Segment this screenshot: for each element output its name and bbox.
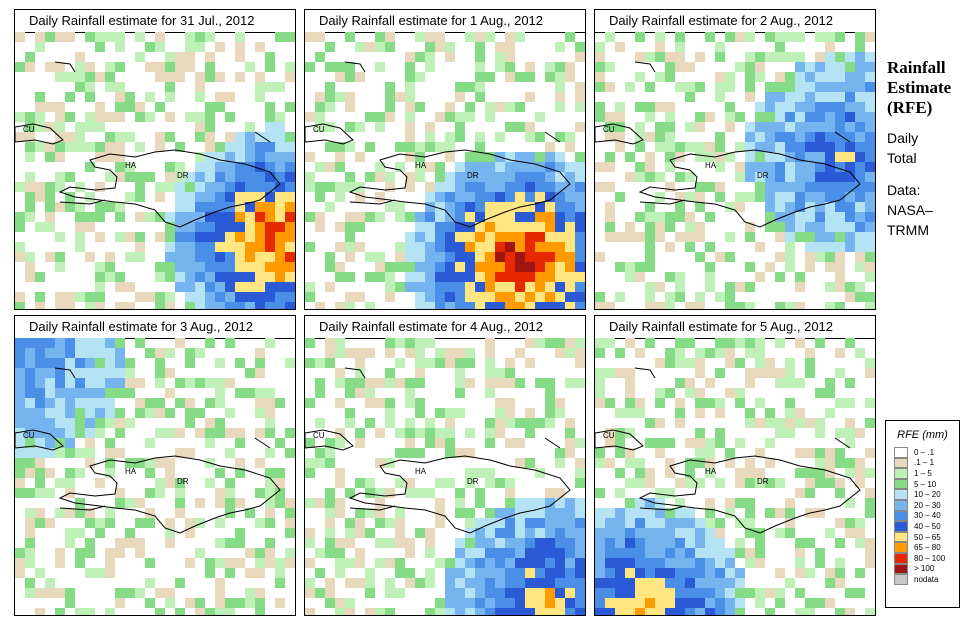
- rainfall-map: CU HA DR: [15, 32, 295, 309]
- panel-title: Daily Rainfall estimate for 1 Aug., 2012: [305, 10, 585, 33]
- legend-swatch: [894, 521, 908, 532]
- legend-item: 20 – 30: [894, 499, 959, 511]
- panel-title: Daily Rainfall estimate for 3 Aug., 2012: [15, 316, 295, 339]
- rainfall-map: CU HA DR: [595, 338, 875, 615]
- legend-swatch: [894, 489, 908, 500]
- legend-label: .1 – 1: [914, 458, 935, 468]
- region-label-cuba: CU: [603, 431, 615, 440]
- legend-item: 50 – 65: [894, 531, 959, 543]
- region-label-haiti: HA: [705, 161, 717, 170]
- panel-title: Daily Rainfall estimate for 4 Aug., 2012: [305, 316, 585, 339]
- region-label-cuba: CU: [603, 125, 615, 134]
- side-nasa: NASA–: [887, 202, 933, 218]
- panel-title: Daily Rainfall estimate for 31 Jul., 201…: [15, 10, 295, 33]
- side-trmm: TRMM: [887, 222, 929, 238]
- region-label-haiti: HA: [415, 467, 427, 476]
- map-panel-aug1: Daily Rainfall estimate for 1 Aug., 2012…: [304, 9, 586, 310]
- legend-item: > 100: [894, 563, 959, 575]
- region-label-haiti: HA: [415, 161, 427, 170]
- region-label-dominican_republic: DR: [757, 171, 769, 180]
- legend-label: 5 – 10: [914, 479, 937, 489]
- region-label-dominican_republic: DR: [177, 171, 189, 180]
- map-panel-aug3: Daily Rainfall estimate for 3 Aug., 2012…: [14, 315, 296, 616]
- legend-item: 10 – 20: [894, 489, 959, 500]
- legend-label: 65 – 80: [914, 543, 941, 553]
- legend-title: RFE (mm): [897, 429, 948, 441]
- side-title-line3: (RFE): [887, 98, 933, 117]
- legend-swatch: [894, 574, 908, 585]
- rainfall-map: CU HA DR: [15, 338, 295, 615]
- region-label-haiti: HA: [125, 467, 137, 476]
- region-label-cuba: CU: [313, 431, 325, 440]
- legend-swatch: [894, 531, 908, 543]
- legend-label: 50 – 65: [914, 532, 941, 542]
- region-label-haiti: HA: [125, 161, 137, 170]
- legend-item: 80 – 100: [894, 552, 959, 564]
- legend-item: 65 – 80: [894, 542, 959, 553]
- legend-label: 20 – 30: [914, 500, 941, 510]
- side-title-line1: Rainfall: [887, 58, 946, 77]
- side-title-line2: Estimate: [887, 78, 952, 97]
- region-label-dominican_republic: DR: [467, 477, 479, 486]
- side-daily: Daily: [887, 130, 919, 146]
- legend-swatch: [894, 552, 908, 564]
- map-panel-aug4: Daily Rainfall estimate for 4 Aug., 2012…: [304, 315, 586, 616]
- rainfall-map: CU HA DR: [595, 32, 875, 309]
- legend-item: .1 – 1: [894, 457, 959, 469]
- legend-label: 40 – 50: [914, 521, 941, 531]
- legend-item: 1 – 5: [894, 468, 959, 479]
- legend-label: 0 – .1: [914, 447, 935, 457]
- legend-label: 30 – 40: [914, 511, 941, 521]
- legend-swatch: [894, 542, 908, 553]
- region-label-cuba: CU: [23, 431, 35, 440]
- map-panel-aug5: Daily Rainfall estimate for 5 Aug., 2012…: [594, 315, 876, 616]
- rainfall-map: CU HA DR: [305, 32, 585, 309]
- legend-item: 30 – 40: [894, 510, 959, 522]
- legend-label: > 100: [914, 564, 935, 574]
- panel-title: Daily Rainfall estimate for 2 Aug., 2012: [595, 10, 875, 33]
- legend-swatch: [894, 499, 908, 511]
- legend-item: 40 – 50: [894, 521, 959, 532]
- map-panel-jul31: Daily Rainfall estimate for 31 Jul., 201…: [14, 9, 296, 310]
- legend-swatch: [894, 478, 908, 490]
- rainfall-map: CU HA DR: [305, 338, 585, 615]
- region-label-cuba: CU: [313, 125, 325, 134]
- legend-swatch: [894, 447, 908, 458]
- legend-swatch: [894, 468, 908, 479]
- side-total: Total: [887, 150, 917, 166]
- side-data: Data:: [887, 182, 921, 198]
- region-label-dominican_republic: DR: [467, 171, 479, 180]
- legend-item: 0 – .1: [894, 447, 959, 458]
- legend-label: 1 – 5: [914, 468, 932, 478]
- panel-title: Daily Rainfall estimate for 5 Aug., 2012: [595, 316, 875, 339]
- legend-label: nodata: [914, 574, 939, 584]
- legend-label: 10 – 20: [914, 490, 941, 500]
- legend-item: nodata: [894, 574, 959, 585]
- legend-swatch: [894, 510, 908, 522]
- legend-swatch: [894, 457, 908, 469]
- region-label-dominican_republic: DR: [177, 477, 189, 486]
- region-label-dominican_republic: DR: [757, 477, 769, 486]
- legend-item: 5 – 10: [894, 478, 959, 490]
- legend-swatch: [894, 563, 908, 575]
- region-label-haiti: HA: [705, 467, 717, 476]
- legend-label: 80 – 100: [914, 553, 946, 563]
- region-label-cuba: CU: [23, 125, 35, 134]
- side-description: Rainfall Estimate (RFE) Daily Total Data…: [887, 58, 951, 240]
- map-panel-aug2: Daily Rainfall estimate for 2 Aug., 2012…: [594, 9, 876, 310]
